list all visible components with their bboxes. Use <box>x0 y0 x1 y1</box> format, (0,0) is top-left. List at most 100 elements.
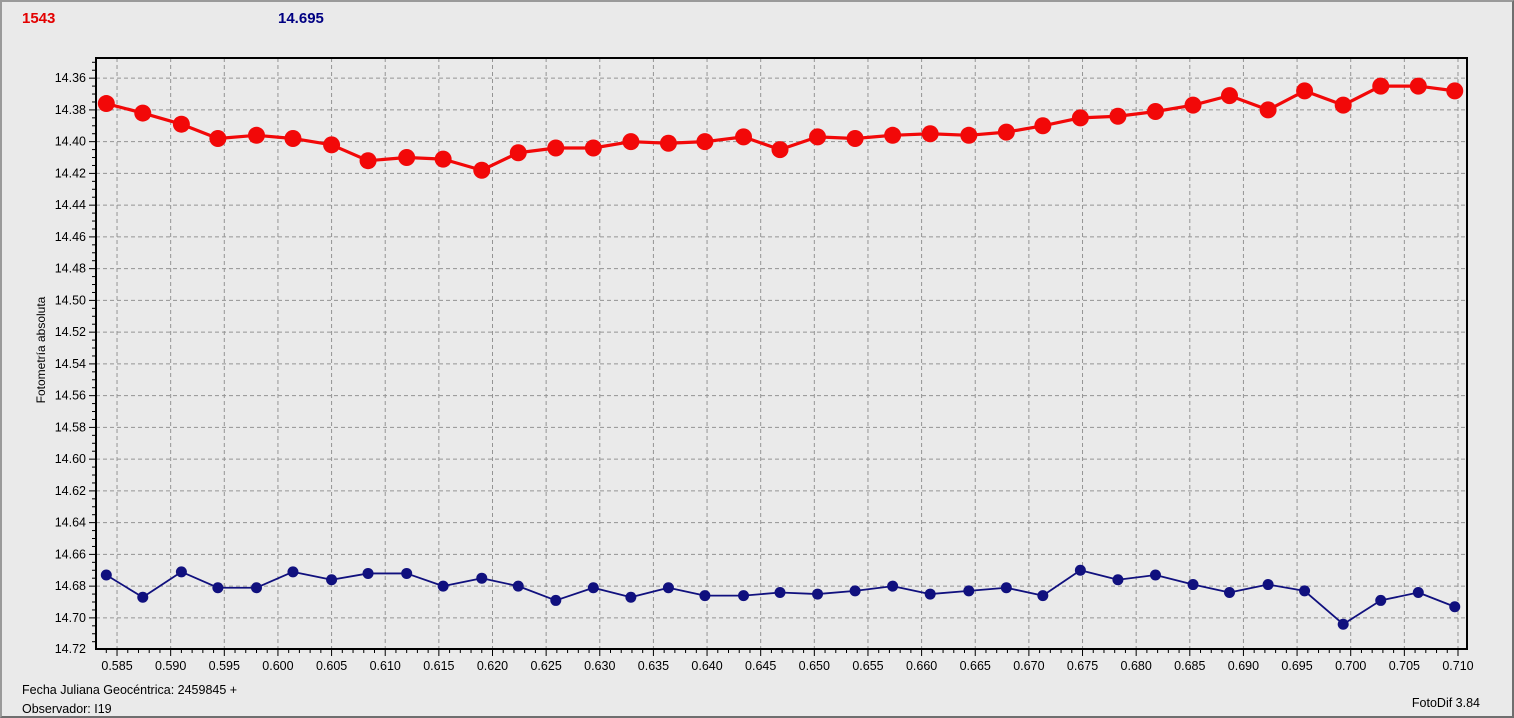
comparison-photometry-point <box>437 580 449 592</box>
absolute-photometry-point <box>509 144 527 162</box>
comparison-photometry-point <box>812 588 824 600</box>
comparison-photometry-point <box>1449 601 1461 613</box>
observer-label: Observador: I19 <box>22 702 112 716</box>
y-tick-label: 14.64 <box>55 516 86 530</box>
x-tick-label: 0.665 <box>960 659 991 673</box>
absolute-photometry-point <box>960 126 978 144</box>
y-tick-label: 14.50 <box>55 293 86 307</box>
x-tick-label: 0.675 <box>1067 659 1098 673</box>
absolute-photometry-point <box>735 128 753 146</box>
absolute-photometry-point <box>1372 77 1390 95</box>
absolute-photometry-point <box>1334 96 1352 114</box>
x-tick-label: 0.710 <box>1442 659 1473 673</box>
mean-magnitude-label: 14.695 <box>278 10 324 27</box>
absolute-photometry-point <box>1296 82 1314 100</box>
x-tick-label: 0.690 <box>1228 659 1259 673</box>
absolute-photometry-point <box>622 133 640 151</box>
absolute-photometry-point <box>1409 77 1427 95</box>
x-tick-label: 0.685 <box>1174 659 1205 673</box>
absolute-photometry-point <box>284 129 302 147</box>
absolute-photometry-point <box>1220 87 1238 105</box>
x-tick-label: 0.650 <box>799 659 830 673</box>
y-tick-label: 14.70 <box>55 611 86 625</box>
x-tick-label: 0.600 <box>262 659 293 673</box>
comparison-photometry-point <box>1149 569 1161 581</box>
y-tick-label: 14.54 <box>55 357 86 371</box>
comparison-photometry-point <box>1337 618 1349 630</box>
x-tick-label: 0.620 <box>477 659 508 673</box>
y-tick-label: 14.62 <box>55 484 86 498</box>
comparison-photometry-point <box>625 591 637 603</box>
absolute-photometry-point <box>434 150 452 168</box>
comparison-photometry-point <box>476 572 488 584</box>
y-tick-label: 14.36 <box>55 71 86 85</box>
x-tick-label: 0.655 <box>852 659 883 673</box>
absolute-photometry-point <box>921 125 939 143</box>
absolute-photometry-point <box>473 161 491 179</box>
comparison-photometry-point <box>137 591 149 603</box>
comparison-photometry-point <box>1074 564 1086 576</box>
comparison-photometry-point <box>1000 582 1012 594</box>
x-tick-label: 0.635 <box>638 659 669 673</box>
x-tick-label: 0.695 <box>1281 659 1312 673</box>
absolute-photometry-point <box>846 129 864 147</box>
absolute-photometry-point <box>997 123 1015 141</box>
absolute-photometry-point <box>1184 96 1202 114</box>
light-curve-chart: 0.585 0.590 0.595 0.600 0.605 0.610 0.615 0.620… <box>55 57 1474 673</box>
y-tick-label: 14.60 <box>55 452 86 466</box>
absolute-photometry-point <box>1109 107 1127 125</box>
comparison-photometry-point <box>1375 594 1387 606</box>
absolute-photometry-point <box>1259 101 1277 119</box>
y-tick-label: 14.58 <box>55 420 86 434</box>
comparison-photometry-point <box>1262 579 1274 591</box>
comparison-photometry-point <box>662 582 674 594</box>
x-tick-label: 0.605 <box>316 659 347 673</box>
comparison-photometry-point <box>887 580 899 592</box>
x-tick-label: 0.610 <box>370 659 401 673</box>
comparison-photometry-point <box>1223 586 1235 598</box>
absolute-photometry-point <box>398 149 416 167</box>
x-tick-label: 0.670 <box>1013 659 1044 673</box>
app-version-label: FotoDif 3.84 <box>1411 696 1480 710</box>
y-tick-label: 14.56 <box>55 389 86 403</box>
y-tick-label: 14.44 <box>55 198 86 212</box>
absolute-photometry-point <box>1034 117 1052 135</box>
x-tick-label: 0.615 <box>423 659 454 673</box>
y-tick-label: 14.52 <box>55 325 86 339</box>
comparison-photometry-point <box>326 574 338 586</box>
x-tick-label: 0.640 <box>691 659 722 673</box>
comparison-photometry-point <box>1112 574 1124 586</box>
x-tick-label: 0.705 <box>1389 659 1420 673</box>
comparison-photometry-point <box>849 585 861 597</box>
y-tick-label: 14.68 <box>55 579 86 593</box>
object-number-label: 1543 <box>22 10 56 27</box>
comparison-photometry-point <box>774 586 786 598</box>
absolute-photometry-point <box>771 141 789 159</box>
comparison-photometry-point <box>550 594 562 606</box>
y-tick-label: 14.46 <box>55 230 86 244</box>
plot-frame <box>95 57 1468 650</box>
absolute-photometry-point <box>1071 109 1089 127</box>
comparison-photometry-point <box>738 590 750 602</box>
comparison-photometry-point <box>1412 586 1424 598</box>
comparison-photometry-point <box>1187 579 1199 591</box>
y-tick-label: 14.66 <box>55 547 86 561</box>
comparison-photometry-point <box>963 585 975 597</box>
absolute-photometry-point <box>547 139 565 157</box>
y-tick-label: 14.72 <box>55 642 86 656</box>
y-tick-label: 14.38 <box>55 103 86 117</box>
x-tick-label: 0.630 <box>584 659 615 673</box>
absolute-photometry-point <box>134 104 152 122</box>
y-tick-label: 14.40 <box>55 135 86 149</box>
absolute-photometry-point <box>809 128 827 146</box>
y-tick-label: 14.42 <box>55 166 86 180</box>
comparison-photometry-point <box>924 588 936 600</box>
x-tick-label: 0.645 <box>745 659 776 673</box>
x-tick-label: 0.595 <box>209 659 240 673</box>
comparison-photometry-point <box>362 567 374 579</box>
comparison-photometry-point <box>512 580 524 592</box>
absolute-photometry-point <box>659 134 677 152</box>
absolute-photometry-point <box>1446 82 1464 100</box>
x-tick-label: 0.700 <box>1335 659 1366 673</box>
